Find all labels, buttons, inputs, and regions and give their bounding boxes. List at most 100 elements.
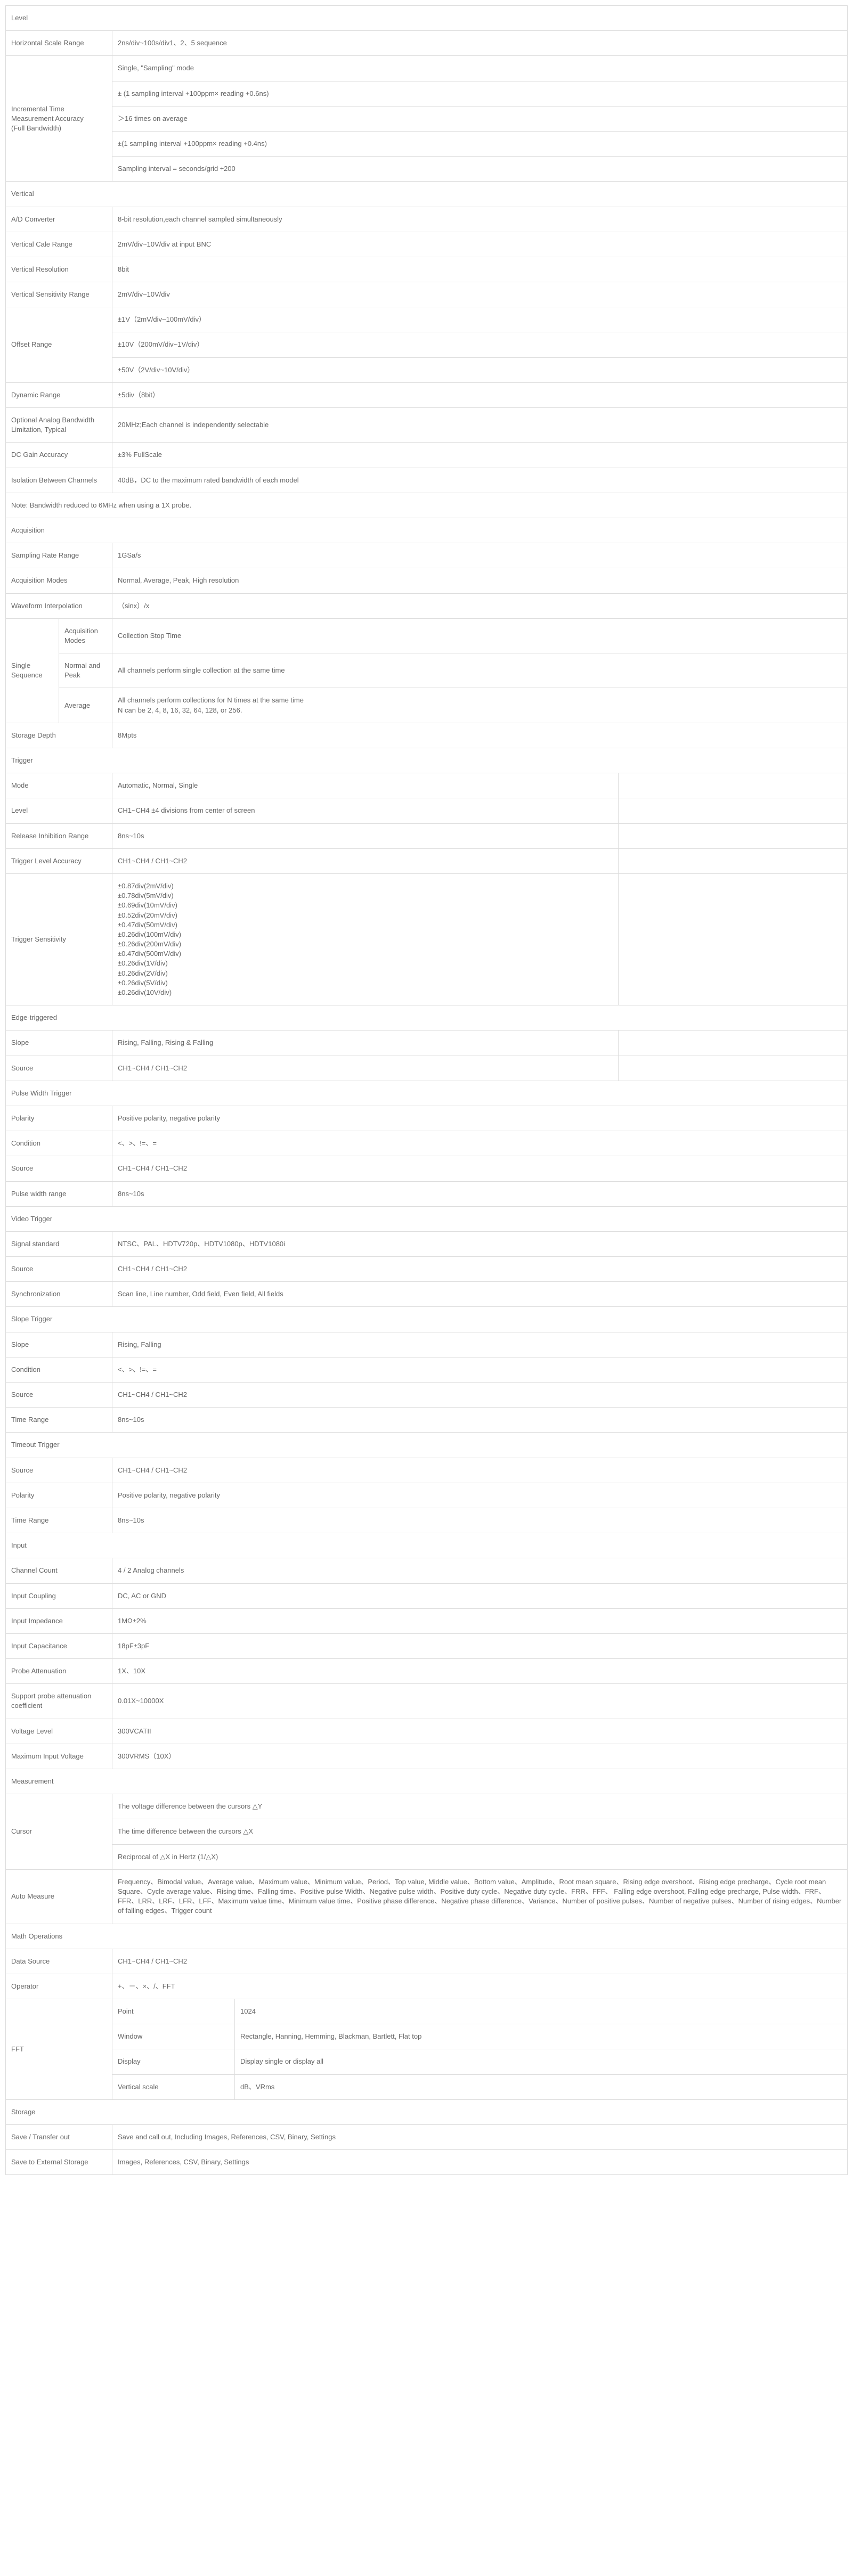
table-cell: Level	[6, 798, 112, 823]
section-header-row: Measurement	[6, 1769, 848, 1794]
table-cell: Maximum Input Voltage	[6, 1744, 112, 1769]
table-cell: Source	[6, 1383, 112, 1408]
table-cell: 0.01X~10000X	[112, 1684, 848, 1719]
table-cell: Single, "Sampling" mode	[112, 56, 848, 81]
table-cell: Incremental Time Measurement Accuracy (F…	[6, 56, 112, 182]
table-cell: FFT	[6, 1999, 112, 2100]
table-row: Acquisition ModesNormal, Average, Peak, …	[6, 568, 848, 593]
table-cell: 300VCATII	[112, 1719, 848, 1744]
table-cell: CH1~CH4 / CH1~CH2	[112, 1383, 848, 1408]
table-row: Condition<、>、!=、=	[6, 1131, 848, 1156]
table-cell: Input Capacitance	[6, 1633, 112, 1658]
table-cell: 8ns~10s	[112, 823, 619, 848]
table-cell: Time Range	[6, 1408, 112, 1433]
table-row: Trigger Level AccuracyCH1~CH4 / CH1~CH2	[6, 848, 848, 873]
table-cell: ＞16 times on average	[112, 106, 848, 131]
table-row: Single SequenceAcquisition ModesCollecti…	[6, 618, 848, 653]
table-cell: Edge-triggered	[6, 1005, 848, 1031]
table-cell: Rising, Falling	[112, 1332, 848, 1357]
section-header-row: Math Operations	[6, 1924, 848, 1949]
table-cell: 8bit	[112, 257, 848, 282]
table-row: DisplayDisplay single or display all	[6, 2049, 848, 2074]
table-cell: 4 / 2 Analog channels	[112, 1558, 848, 1583]
table-cell: Reciprocal of △X in Hertz (1/△X)	[112, 1844, 848, 1869]
table-cell: Vertical scale	[112, 2074, 235, 2099]
table-row: FFTPoint1024	[6, 1999, 848, 2024]
table-cell: The time difference between the cursors …	[112, 1819, 848, 1844]
table-cell: CH1~CH4 / CH1~CH2	[112, 848, 619, 873]
table-cell: Vertical	[6, 182, 848, 207]
table-row: AverageAll channels perform collections …	[6, 688, 848, 723]
table-cell: Save to External Storage	[6, 2150, 112, 2175]
table-cell: <、>、!=、=	[112, 1131, 848, 1156]
table-cell: Measurement	[6, 1769, 848, 1794]
table-cell: The voltage difference between the curso…	[112, 1794, 848, 1819]
table-row: SourceCH1~CH4 / CH1~CH2	[6, 1383, 848, 1408]
table-cell: 1GSa/s	[112, 543, 848, 568]
table-row: Time Range8ns~10s	[6, 1408, 848, 1433]
table-row: Operator+、－、×、/、FFT	[6, 1974, 848, 1999]
table-cell: Math Operations	[6, 1924, 848, 1949]
table-row: Auto MeasureFrequency、Bimodal value、Aver…	[6, 1869, 848, 1924]
table-row: Time Range8ns~10s	[6, 1508, 848, 1533]
table-cell: 40dB，DC to the maximum rated bandwidth o…	[112, 468, 848, 493]
table-cell: 1024	[235, 1999, 848, 2024]
table-cell: ±5div（8bit）	[112, 382, 848, 407]
table-cell: Vertical Resolution	[6, 257, 112, 282]
table-cell: Trigger Level Accuracy	[6, 848, 112, 873]
table-cell: Trigger Sensitivity	[6, 873, 112, 1005]
table-cell: CH1~CH4 / CH1~CH2	[112, 1458, 848, 1483]
table-row: Sampling interval = seconds/grid ÷200	[6, 157, 848, 182]
table-cell: 8Mpts	[112, 723, 848, 748]
table-cell: CH1~CH4 / CH1~CH2	[112, 1949, 848, 1974]
table-row: SourceCH1~CH4 / CH1~CH2	[6, 1257, 848, 1282]
table-cell	[618, 823, 847, 848]
table-row: Waveform Interpolation（sinx）/x	[6, 593, 848, 618]
table-cell	[618, 798, 847, 823]
section-header-row: Edge-triggered	[6, 1005, 848, 1031]
table-cell: All channels perform single collection a…	[112, 653, 848, 688]
table-cell: Vertical Sensitivity Range	[6, 282, 112, 307]
table-row: ±50V（2V/div~10V/div）	[6, 357, 848, 382]
table-cell: Acquisition Modes	[6, 568, 112, 593]
table-cell: Level	[6, 6, 848, 31]
section-header-row: Vertical	[6, 182, 848, 207]
table-cell	[618, 848, 847, 873]
table-cell: Normal, Average, Peak, High resolution	[112, 568, 848, 593]
table-row: Isolation Between Channels40dB，DC to the…	[6, 468, 848, 493]
table-cell: Positive polarity, negative polarity	[112, 1483, 848, 1508]
table-cell: Source	[6, 1056, 112, 1081]
table-cell: Slope Trigger	[6, 1307, 848, 1332]
table-row: Vertical Sensitivity Range2mV/div~10V/di…	[6, 282, 848, 307]
table-row: ± (1 sampling interval +100ppm× reading …	[6, 81, 848, 106]
section-header-row: Timeout Trigger	[6, 1433, 848, 1458]
table-row: Offset Range±1V（2mV/div~100mV/div）	[6, 307, 848, 332]
table-cell: Cursor	[6, 1794, 112, 1870]
section-header-row: Pulse Width Trigger	[6, 1081, 848, 1106]
table-cell: Acquisition	[6, 518, 848, 543]
table-row: Data SourceCH1~CH4 / CH1~CH2	[6, 1949, 848, 1974]
table-cell: Sampling interval = seconds/grid ÷200	[112, 157, 848, 182]
table-row: PolarityPositive polarity, negative pola…	[6, 1483, 848, 1508]
table-cell: Point	[112, 1999, 235, 2024]
table-row: Condition<、>、!=、=	[6, 1357, 848, 1382]
table-row: Horizontal Scale Range2ns/div~100s/div1、…	[6, 31, 848, 56]
table-row: Note: Bandwidth reduced to 6MHz when usi…	[6, 493, 848, 518]
section-header-row: Video Trigger	[6, 1206, 848, 1231]
table-row: ＞16 times on average	[6, 106, 848, 131]
table-cell: Note: Bandwidth reduced to 6MHz when usi…	[6, 493, 848, 518]
table-row: Incremental Time Measurement Accuracy (F…	[6, 56, 848, 81]
section-header-row: Trigger	[6, 748, 848, 773]
table-cell: Collection Stop Time	[112, 618, 848, 653]
table-cell: Vertical Cale Range	[6, 232, 112, 257]
table-cell: Source	[6, 1458, 112, 1483]
section-header-row: Input	[6, 1533, 848, 1558]
table-row: Release Inhibition Range8ns~10s	[6, 823, 848, 848]
table-row: Signal standardNTSC、PAL、HDTV720p、HDTV108…	[6, 1231, 848, 1256]
table-row: Probe Attenuation1X、10X	[6, 1659, 848, 1684]
table-cell: Display	[112, 2049, 235, 2074]
table-cell: ±(1 sampling interval +100ppm× reading +…	[112, 131, 848, 156]
table-row: PolarityPositive polarity, negative pola…	[6, 1106, 848, 1131]
table-row: Optional Analog Bandwidth Limitation, Ty…	[6, 408, 848, 443]
table-row: Channel Count4 / 2 Analog channels	[6, 1558, 848, 1583]
